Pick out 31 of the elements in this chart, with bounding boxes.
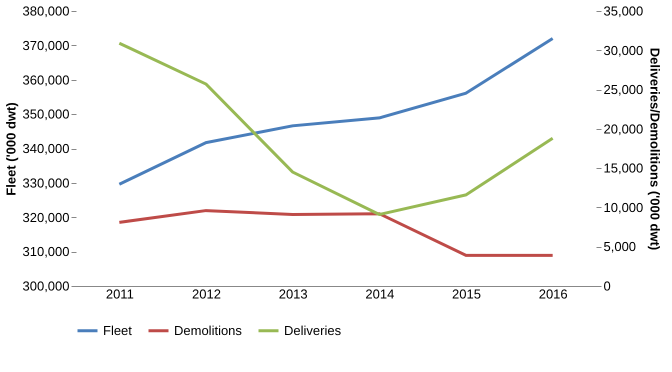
x-tick-label: 2012 (192, 286, 221, 302)
x-tick-label: 2014 (365, 286, 394, 302)
y-tick-label: 370,000 (22, 38, 70, 53)
y2-tick-label: 10,000 (604, 200, 644, 215)
y2-tick-label: 30,000 (604, 42, 644, 58)
line-series (118, 209, 554, 257)
y2-tick-label: 0 (604, 278, 611, 294)
y-axis-title: Fleet ('000 dwt) (4, 102, 19, 196)
y2-tick-label: 5,000 (604, 239, 636, 254)
line-series (118, 37, 554, 186)
y2-tick-label: 15,000 (604, 160, 644, 176)
legend-label: Demolitions (174, 322, 242, 338)
y-tick-label: 380,000 (22, 4, 70, 18)
legend-label: Fleet (103, 322, 132, 338)
y-tick-label: 350,000 (22, 106, 70, 122)
y-tick-label: 340,000 (22, 141, 70, 156)
x-tick-label: 2013 (278, 286, 308, 302)
y2-axis-title: Deliveries/Demolitions ('000 dwt) (647, 48, 662, 250)
x-tick-label: 2015 (452, 286, 481, 302)
y2-tick-label: 35,000 (604, 4, 644, 18)
legend-label: Deliveries (284, 322, 342, 338)
y-tick-label: 320,000 (22, 210, 70, 225)
x-tick-label: 2011 (106, 286, 134, 302)
y-tick-label: 360,000 (22, 72, 70, 88)
y2-tick-label: 20,000 (604, 121, 644, 136)
y-tick-label: 300,000 (22, 278, 70, 294)
line-series (118, 42, 554, 216)
x-tick-label: 2016 (538, 286, 568, 302)
y-tick-label: 310,000 (22, 244, 70, 260)
y-tick-label: 330,000 (22, 175, 70, 190)
y2-tick-label: 25,000 (604, 82, 644, 98)
